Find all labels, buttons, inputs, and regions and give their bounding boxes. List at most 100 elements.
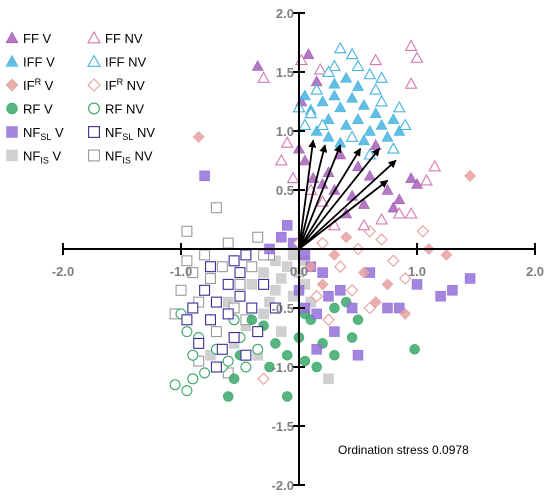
data-point-circle-6-14	[311, 361, 322, 373]
data-point-triangle-3-4	[363, 67, 377, 80]
legend-label-9: NFSL NV	[105, 125, 155, 142]
x-tick-label: -2.0	[52, 264, 74, 279]
data-point-square-11-1	[210, 202, 222, 214]
data-point-triangle-1-7	[274, 153, 288, 166]
data-point-square-9-20	[205, 261, 217, 273]
data-point-triangle-0-0	[251, 59, 264, 71]
data-point-square-8-8	[323, 290, 334, 302]
data-point-circle-7-15	[169, 379, 181, 391]
data-point-circle-6-13	[299, 355, 311, 367]
data-point-triangle-3-15	[345, 130, 359, 142]
data-point-diamond-5-8	[322, 313, 335, 327]
vector-arrow-0	[298, 139, 317, 250]
data-point-circle-7-9	[222, 355, 234, 367]
legend-marker-1	[87, 30, 101, 44]
data-point-triangle-1-15	[375, 212, 389, 225]
data-point-triangle-2-8	[351, 113, 365, 124]
data-point-triangle-2-6	[340, 118, 353, 130]
data-point-square-10-16	[258, 267, 269, 278]
data-point-diamond-4-9	[440, 248, 453, 261]
data-point-diamond-4-6	[328, 248, 341, 261]
data-point-square-9-6	[205, 314, 217, 326]
data-point-circle-7-8	[181, 385, 193, 397]
data-point-square-11-9	[234, 278, 246, 290]
data-point-circle-7-7	[187, 373, 199, 385]
data-point-square-10-17	[246, 279, 258, 290]
legend-label-0: FF V	[23, 31, 52, 46]
data-point-triangle-2-15	[393, 124, 406, 136]
data-point-circle-6-10	[228, 373, 240, 385]
data-point-circle-7-11	[240, 361, 252, 373]
y-tick-label: -2.0	[272, 478, 294, 493]
data-point-square-11-3	[199, 249, 211, 261]
data-point-triangle-2-13	[381, 130, 394, 142]
y-tick-label: -1.0	[272, 360, 294, 375]
data-point-square-10-0	[287, 249, 299, 261]
data-point-triangle-0-13	[405, 172, 418, 183]
data-point-diamond-5-12	[257, 372, 270, 386]
data-point-triangle-2-4	[328, 89, 341, 101]
y-tick-label: -0.5	[272, 301, 294, 316]
data-point-square-10-20	[276, 326, 287, 337]
data-point-triangle-2-12	[375, 118, 388, 130]
data-point-square-9-13	[193, 337, 205, 349]
data-point-triangle-3-10	[375, 94, 389, 107]
legend-marker-5	[87, 78, 101, 92]
data-point-triangle-1-5	[410, 51, 424, 63]
data-point-square-9-18	[210, 361, 222, 373]
data-point-square-11-15	[228, 302, 240, 314]
legend-marker-2	[5, 54, 19, 67]
legend-label-7: RF NV	[105, 102, 144, 117]
y-tick-label: 1.5	[276, 65, 294, 80]
data-point-triangle-0-18	[357, 198, 370, 209]
legend: FF V FF NV IFF V IFF NV IFR V IFR NV RF V RF NV…	[5, 30, 155, 166]
legend-label-4: IFR V	[23, 77, 54, 93]
data-point-square-8-18	[346, 302, 358, 314]
data-point-square-10-2	[276, 273, 287, 284]
data-point-triangle-3-9	[316, 118, 330, 131]
data-point-square-11-10	[246, 261, 258, 273]
data-point-square-8-7	[311, 308, 322, 320]
legend-label-11: NFIS NV	[105, 149, 153, 166]
data-point-square-9-11	[228, 331, 240, 343]
data-point-square-9-2	[222, 278, 234, 290]
vector-arrow-6	[298, 179, 389, 250]
data-point-triangle-2-11	[369, 107, 382, 118]
vector-arrow-2	[298, 144, 342, 250]
data-point-square-9-0	[240, 249, 252, 261]
data-point-square-8-14	[411, 279, 423, 290]
data-point-circle-7-3	[199, 367, 211, 379]
data-point-square-11-17	[210, 326, 222, 338]
data-point-triangle-0-5	[298, 154, 311, 166]
data-point-square-9-8	[234, 290, 246, 302]
data-point-diamond-5-1	[375, 233, 388, 246]
data-point-triangle-3-8	[298, 118, 312, 131]
data-point-square-10-15	[270, 255, 281, 267]
data-point-diamond-4-8	[316, 278, 329, 291]
data-point-circle-6-16	[346, 332, 358, 343]
legend-label-1: FF NV	[105, 31, 143, 46]
data-point-diamond-4-10	[369, 296, 382, 309]
data-point-circle-7-1	[181, 326, 193, 338]
data-point-square-8-3	[276, 231, 287, 243]
data-point-triangle-2-9	[357, 98, 370, 110]
data-point-square-10-1	[281, 261, 293, 272]
vector-arrows	[298, 139, 397, 250]
data-point-triangle-0-9	[346, 189, 359, 201]
data-point-triangle-0-11	[381, 183, 394, 195]
data-point-triangle-3-14	[363, 147, 377, 160]
data-point-triangle-2-16	[328, 77, 341, 89]
data-point-square-10-5	[258, 308, 269, 320]
data-point-triangle-2-3	[322, 113, 335, 124]
data-point-square-9-9	[246, 302, 258, 314]
data-point-triangle-1-11	[392, 206, 406, 219]
data-point-triangle-0-12	[393, 193, 406, 205]
data-point-triangle-3-2	[327, 59, 341, 72]
data-point-triangle-1-12	[404, 206, 418, 219]
data-point-square-8-10	[335, 285, 346, 296]
data-point-square-9-5	[187, 302, 199, 314]
data-point-circle-6-8	[352, 314, 364, 326]
data-point-circle-6-18	[246, 314, 258, 326]
data-point-square-10-3	[270, 285, 281, 296]
data-point-triangle-1-18	[280, 136, 294, 148]
